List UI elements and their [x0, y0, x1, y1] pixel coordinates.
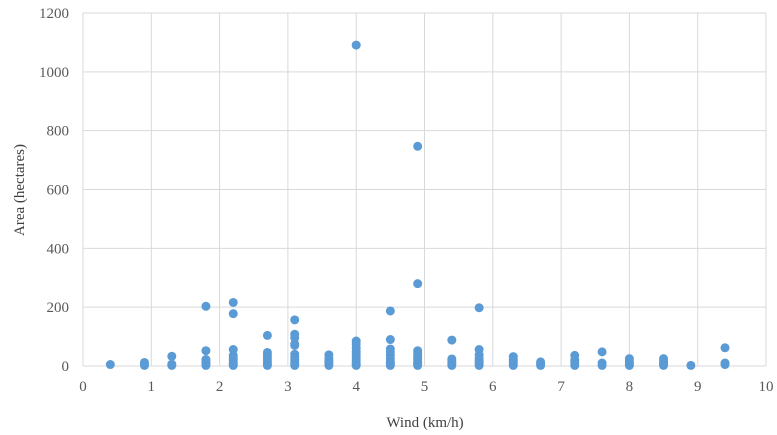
y-tick-label: 1200	[39, 6, 69, 22]
y-tick-label: 800	[47, 124, 70, 140]
data-point	[447, 335, 457, 345]
tick-labels: 0 1 2 3 4 5 6 7 8 9 10 0 200 400 600 800 1000 1200	[39, 6, 774, 395]
data-point	[720, 343, 730, 353]
x-tick-label: 9	[694, 379, 702, 395]
data-point	[413, 141, 423, 151]
data-point	[324, 350, 334, 360]
x-tick-label: 8	[626, 379, 634, 395]
data-point	[201, 346, 211, 356]
data-point	[686, 360, 696, 370]
data-point	[167, 351, 177, 361]
data-point	[385, 344, 395, 354]
data-point	[570, 350, 580, 360]
data-point	[290, 349, 300, 359]
x-tick-label: 0	[79, 379, 87, 395]
y-axis-title: Area (hectares)	[12, 144, 28, 236]
data-point	[385, 306, 395, 316]
data-point	[262, 330, 272, 340]
data-point	[290, 339, 300, 349]
data-point	[447, 354, 457, 364]
x-tick-label: 3	[284, 379, 292, 395]
data-point	[290, 315, 300, 325]
x-tick-label: 4	[352, 379, 360, 395]
data-point	[351, 336, 361, 346]
x-tick-label: 10	[759, 379, 774, 395]
data-point	[413, 279, 423, 289]
data-point	[597, 358, 607, 368]
x-tick-label: 7	[557, 379, 565, 395]
data-points	[105, 40, 730, 370]
x-tick-label: 2	[216, 379, 224, 395]
data-point	[351, 40, 361, 50]
data-point	[536, 357, 546, 367]
data-point	[167, 359, 177, 369]
data-point	[385, 335, 395, 345]
x-axis-title: Wind (km/h)	[386, 415, 463, 431]
gridlines	[82, 12, 767, 367]
data-point	[201, 355, 211, 365]
data-point	[290, 329, 300, 339]
y-tick-label: 1000	[39, 65, 69, 81]
data-point	[508, 352, 518, 362]
data-point	[105, 360, 115, 370]
data-point	[597, 347, 607, 357]
y-tick-label: 600	[47, 183, 70, 199]
x-tick-label: 6	[489, 379, 497, 395]
x-tick-label: 5	[421, 379, 429, 395]
data-point	[624, 354, 634, 364]
data-point	[413, 346, 423, 356]
data-point	[720, 358, 730, 368]
y-tick-label: 0	[62, 359, 70, 375]
data-point	[474, 345, 484, 355]
data-point	[228, 345, 238, 355]
y-tick-label: 200	[47, 300, 70, 316]
data-point	[659, 354, 669, 364]
data-point	[474, 303, 484, 313]
data-point	[228, 297, 238, 307]
data-point	[139, 357, 149, 367]
y-tick-label: 400	[47, 241, 70, 257]
data-point	[262, 347, 272, 357]
data-point	[228, 309, 238, 319]
data-point	[201, 301, 211, 311]
x-tick-label: 1	[148, 379, 156, 395]
